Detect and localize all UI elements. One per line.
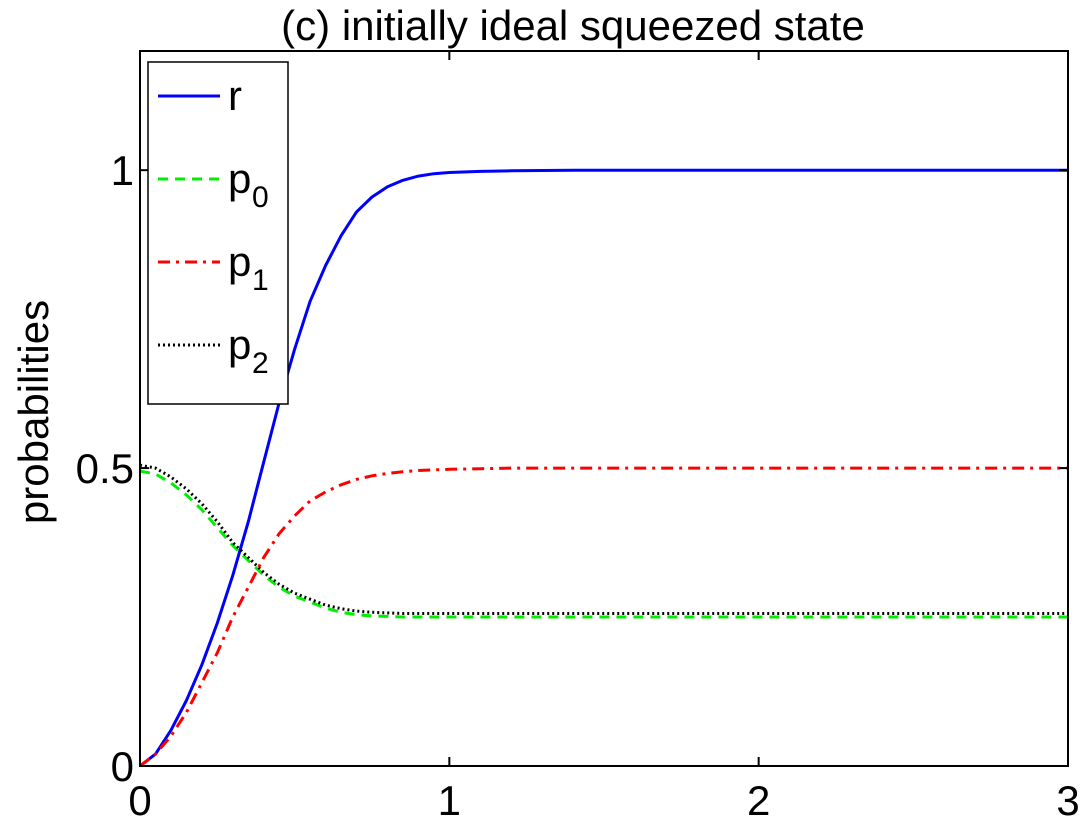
x-tick-label: 1 <box>438 777 461 824</box>
legend-box <box>147 61 289 405</box>
legend-label-r: r <box>228 72 242 119</box>
x-tick-label: 2 <box>747 777 770 824</box>
legend-subscript-p1: 1 <box>252 264 269 297</box>
legend-subscript-p2: 2 <box>252 347 269 380</box>
legend-subscript-p0: 0 <box>252 181 269 214</box>
series-line-p1 <box>139 466 1068 768</box>
series-line-p2 <box>139 463 1068 615</box>
series-layer <box>139 168 1068 768</box>
legend: rp 0p 1p 2 <box>147 61 289 405</box>
series-line-p0 <box>139 469 1068 619</box>
plot-frame <box>139 50 1069 767</box>
legend-label-p1: p <box>228 238 251 285</box>
y-tick-label: 1 <box>111 147 134 194</box>
y-tick-label: 0 <box>111 743 134 790</box>
x-tick-label: 3 <box>1056 777 1079 824</box>
series-line-r <box>139 168 1068 768</box>
y-tick-label: 0.5 <box>76 445 134 492</box>
chart-title: (c) initially ideal squeezed state <box>281 2 865 49</box>
legend-label-p2: p <box>228 321 251 368</box>
x-tick-label: 0 <box>128 777 151 824</box>
y-axis-label: probabilities <box>10 300 57 524</box>
ticks-layer: 0 1 2 3 0 0.5 1 <box>76 51 1080 824</box>
legend-label-p0: p <box>228 155 251 202</box>
